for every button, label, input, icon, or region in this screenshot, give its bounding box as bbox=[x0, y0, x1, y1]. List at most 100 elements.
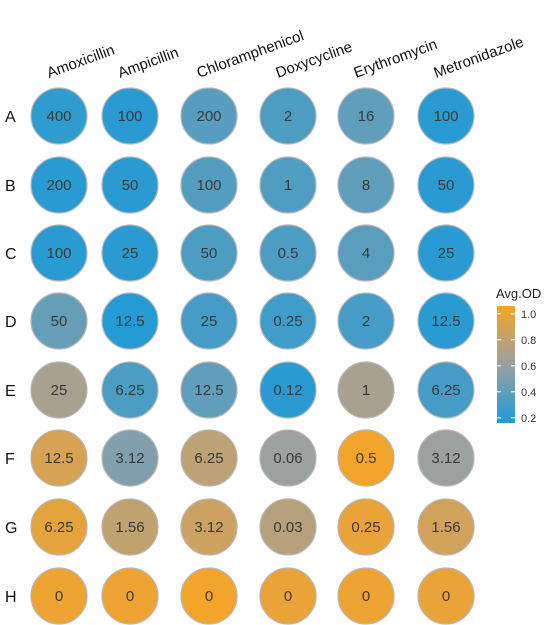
well-marker bbox=[101, 361, 159, 419]
well-marker bbox=[101, 498, 159, 556]
well-marker bbox=[180, 292, 238, 350]
well-label: 8 bbox=[362, 177, 370, 194]
well-marker bbox=[180, 429, 238, 487]
well-d6: 12.5 bbox=[417, 292, 475, 350]
well-label: 6.25 bbox=[115, 382, 144, 399]
well-f3: 6.25 bbox=[180, 429, 238, 487]
well-h2: 0 bbox=[101, 567, 159, 625]
well-marker bbox=[180, 361, 238, 419]
well-c1: 100 bbox=[30, 224, 88, 282]
well-marker bbox=[30, 87, 88, 145]
well-label: 0.5 bbox=[356, 450, 377, 467]
well-label: 0.5 bbox=[278, 245, 299, 262]
well-label: 100 bbox=[196, 177, 221, 194]
well-marker bbox=[259, 429, 317, 487]
well-label: 2 bbox=[362, 313, 370, 330]
well-label: 1.56 bbox=[115, 519, 144, 536]
legend-tick-label: 0.2 bbox=[521, 413, 536, 425]
row-header-a: A bbox=[5, 109, 16, 126]
column-header-metronidazole: Metronidazole bbox=[432, 34, 526, 82]
well-a6: 100 bbox=[417, 87, 475, 145]
well-a3: 200 bbox=[180, 87, 238, 145]
well-marker bbox=[417, 156, 475, 214]
well-e5: 1 bbox=[337, 361, 395, 419]
well-label: 0.25 bbox=[273, 313, 302, 330]
well-label: 25 bbox=[438, 245, 455, 262]
well-label: 25 bbox=[122, 245, 139, 262]
well-marker bbox=[180, 87, 238, 145]
well-b5: 8 bbox=[337, 156, 395, 214]
well-a2: 100 bbox=[101, 87, 159, 145]
well-marker bbox=[417, 292, 475, 350]
well-marker bbox=[417, 567, 475, 625]
well-label: 0 bbox=[55, 588, 63, 605]
well-f5: 0.5 bbox=[337, 429, 395, 487]
legend-tick-label: 0.4 bbox=[521, 387, 536, 399]
well-e3: 12.5 bbox=[180, 361, 238, 419]
row-header-e: E bbox=[5, 383, 16, 400]
row-header-g: G bbox=[5, 520, 17, 537]
legend-colorbar bbox=[497, 306, 515, 423]
well-marker bbox=[259, 292, 317, 350]
well-label: 50 bbox=[201, 245, 218, 262]
well-marker bbox=[337, 224, 395, 282]
well-b4: 1 bbox=[259, 156, 317, 214]
well-label: 2 bbox=[284, 108, 292, 125]
well-label: 6.25 bbox=[194, 450, 223, 467]
legend-ticks: 1.0 0.8 0.6 0.4 0.2 bbox=[497, 309, 536, 425]
well-g2: 1.56 bbox=[101, 498, 159, 556]
legend-tick-label: 0.8 bbox=[521, 335, 536, 347]
well-e4: 0.12 bbox=[259, 361, 317, 419]
well-label: 3.12 bbox=[115, 450, 144, 467]
well-marker bbox=[30, 292, 88, 350]
well-marker bbox=[30, 567, 88, 625]
legend-title: Avg.OD bbox=[496, 286, 541, 301]
well-label: 50 bbox=[51, 313, 68, 330]
well-label: 12.5 bbox=[115, 313, 144, 330]
well-marker bbox=[101, 87, 159, 145]
well-e1: 25 bbox=[30, 361, 88, 419]
well-b1: 200 bbox=[30, 156, 88, 214]
row-header-h: H bbox=[5, 589, 17, 606]
well-label: 25 bbox=[201, 313, 218, 330]
well-marker bbox=[101, 292, 159, 350]
well-f4: 0.06 bbox=[259, 429, 317, 487]
column-header-amoxicillin: Amoxicillin bbox=[45, 42, 117, 82]
well-marker bbox=[337, 429, 395, 487]
well-marker bbox=[417, 361, 475, 419]
well-label: 12.5 bbox=[431, 313, 460, 330]
well-marker bbox=[259, 224, 317, 282]
well-marker bbox=[337, 292, 395, 350]
well-h1: 0 bbox=[30, 567, 88, 625]
well-label: 3.12 bbox=[194, 519, 223, 536]
row-header-c: C bbox=[5, 246, 17, 263]
well-label: 0.25 bbox=[351, 519, 380, 536]
well-marker bbox=[101, 567, 159, 625]
well-marker bbox=[180, 224, 238, 282]
well-f1: 12.5 bbox=[30, 429, 88, 487]
well-label: 100 bbox=[46, 245, 71, 262]
well-marker bbox=[417, 429, 475, 487]
column-header-ampicillin: Ampicillin bbox=[116, 44, 181, 82]
well-marker bbox=[417, 87, 475, 145]
well-c6: 25 bbox=[417, 224, 475, 282]
well-label: 50 bbox=[122, 177, 139, 194]
well-label: 50 bbox=[438, 177, 455, 194]
well-marker bbox=[30, 156, 88, 214]
well-label: 200 bbox=[196, 108, 221, 125]
well-h3: 0 bbox=[180, 567, 238, 625]
column-header-erythromycin: Erythromycin bbox=[352, 36, 440, 82]
well-label: 12.5 bbox=[194, 382, 223, 399]
well-marker bbox=[180, 567, 238, 625]
well-label: 6.25 bbox=[44, 519, 73, 536]
well-h5: 0 bbox=[337, 567, 395, 625]
well-e2: 6.25 bbox=[101, 361, 159, 419]
well-marker bbox=[30, 498, 88, 556]
well-marker bbox=[30, 429, 88, 487]
well-label: 100 bbox=[433, 108, 458, 125]
row-header-d: D bbox=[5, 314, 17, 331]
well-c5: 4 bbox=[337, 224, 395, 282]
well-label: 4 bbox=[362, 245, 370, 262]
well-label: 25 bbox=[51, 382, 68, 399]
